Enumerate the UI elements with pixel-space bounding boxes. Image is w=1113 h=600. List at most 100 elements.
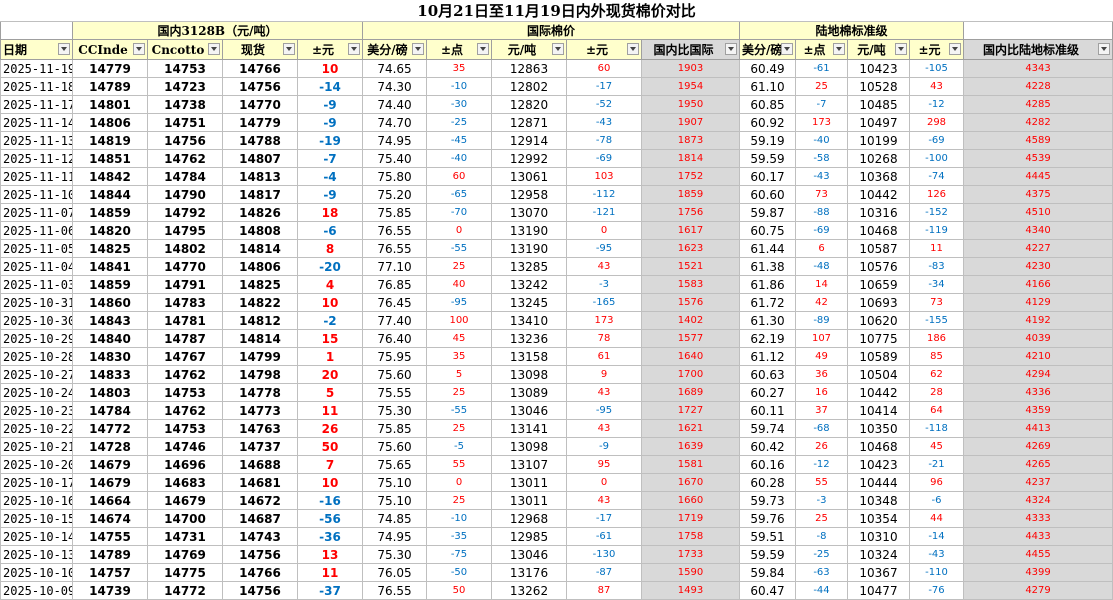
filter-dropdown-icon[interactable] (725, 43, 737, 55)
cell-date: 2025-11-14 (0, 113, 73, 132)
filter-dropdown-icon[interactable] (133, 43, 145, 55)
cell-cncotton: 14802 (147, 239, 223, 258)
cell-intl-change: 43 (566, 491, 642, 510)
cell-land-change: -21 (909, 455, 964, 474)
cell-spot-change: 15 (297, 329, 363, 348)
cell-land-yuan-ton: 10316 (847, 203, 910, 222)
cell-ccindex: 14755 (72, 527, 148, 546)
cell-intl-change: -87 (566, 563, 642, 582)
cell-date: 2025-11-03 (0, 275, 73, 294)
cell-land-yuan-ton: 10350 (847, 419, 910, 438)
cell-spot: 14688 (222, 455, 298, 474)
filter-dropdown-icon[interactable] (477, 43, 489, 55)
cell-land-change: 28 (909, 383, 964, 402)
cell-date: 2025-11-13 (0, 131, 73, 150)
cell-domestic-vs-intl: 1640 (641, 347, 740, 366)
cell-intl-points: 40 (426, 275, 492, 294)
cell-land-change: -105 (909, 59, 964, 78)
cell-domestic-vs-intl: 1756 (641, 203, 740, 222)
cell-land-points: 6 (795, 239, 848, 258)
cell-intl-points: 100 (426, 311, 492, 330)
filter-dropdown-icon[interactable] (1098, 43, 1111, 55)
cell-intl-yuan-ton: 13190 (491, 221, 567, 240)
cell-land-points: -69 (795, 221, 848, 240)
cell-land-points: -25 (795, 545, 848, 564)
filter-dropdown-icon[interactable] (412, 43, 424, 55)
cell-intl-yuan-ton: 13061 (491, 167, 567, 186)
cell-land-cents-lb: 60.92 (739, 113, 796, 132)
cell-land-change: 85 (909, 347, 964, 366)
cell-intl-cents-lb: 76.55 (362, 239, 427, 258)
filter-dropdown-icon[interactable] (895, 43, 907, 55)
cell-intl-cents-lb: 76.55 (362, 581, 427, 600)
header-cncotton: Cncotto (147, 39, 223, 60)
filter-dropdown-icon[interactable] (833, 43, 845, 55)
cell-intl-yuan-ton: 13158 (491, 347, 567, 366)
cell-land-change: 62 (909, 365, 964, 384)
cell-land-yuan-ton: 10368 (847, 167, 910, 186)
cell-intl-yuan-ton: 12863 (491, 59, 567, 78)
filter-dropdown-icon[interactable] (58, 43, 70, 55)
header-label: 国内比国际 (653, 43, 714, 57)
cell-intl-points: -70 (426, 203, 492, 222)
cell-spot: 14813 (222, 167, 298, 186)
cell-intl-points: 35 (426, 347, 492, 366)
cell-land-change: -69 (909, 131, 964, 150)
cell-land-points: -7 (795, 95, 848, 114)
cell-land-points: -12 (795, 455, 848, 474)
header-intl-cents-lb: 美分/磅 (362, 39, 427, 60)
cell-domestic-vs-intl: 1873 (641, 131, 740, 150)
cell-land-yuan-ton: 10497 (847, 113, 910, 132)
cell-intl-change: 43 (566, 419, 642, 438)
cell-land-points: 55 (795, 473, 848, 492)
cell-land-cents-lb: 59.87 (739, 203, 796, 222)
cell-intl-points: 0 (426, 473, 492, 492)
cell-intl-yuan-ton: 13046 (491, 401, 567, 420)
cell-intl-change: -9 (566, 437, 642, 456)
cell-land-change: 126 (909, 185, 964, 204)
filter-dropdown-icon[interactable] (552, 43, 564, 55)
cell-land-yuan-ton: 10468 (847, 221, 910, 240)
cell-land-cents-lb: 61.44 (739, 239, 796, 258)
filter-dropdown-icon[interactable] (208, 43, 220, 55)
filter-dropdown-icon[interactable] (627, 43, 639, 55)
cell-cncotton: 14762 (147, 149, 223, 168)
cell-domestic-vs-land: 4228 (962, 77, 1113, 96)
cell-land-change: -6 (909, 491, 964, 510)
cell-intl-cents-lb: 75.80 (362, 167, 427, 186)
cell-intl-cents-lb: 76.05 (362, 563, 427, 582)
cell-ccindex: 14841 (72, 257, 148, 276)
cell-intl-cents-lb: 74.95 (362, 131, 427, 150)
cell-land-change: -14 (909, 527, 964, 546)
cell-domestic-vs-intl: 1907 (641, 113, 740, 132)
cell-date: 2025-10-09 (0, 581, 73, 600)
cell-spot-change: 26 (297, 419, 363, 438)
cell-land-yuan-ton: 10504 (847, 365, 910, 384)
cell-land-change: -43 (909, 545, 964, 564)
cell-spot: 14687 (222, 509, 298, 528)
cell-land-change: -34 (909, 275, 964, 294)
cell-intl-yuan-ton: 13176 (491, 563, 567, 582)
cell-land-points: -43 (795, 167, 848, 186)
filter-dropdown-icon[interactable] (781, 43, 793, 55)
cell-cncotton: 14696 (147, 455, 223, 474)
cell-land-yuan-ton: 10423 (847, 59, 910, 78)
cell-land-points: -63 (795, 563, 848, 582)
cell-intl-points: 25 (426, 491, 492, 510)
filter-dropdown-icon[interactable] (348, 43, 360, 55)
cell-spot: 14766 (222, 59, 298, 78)
cell-land-change: -83 (909, 257, 964, 276)
cell-land-cents-lb: 60.28 (739, 473, 796, 492)
cell-intl-cents-lb: 75.85 (362, 203, 427, 222)
sheet-title: 10月21日至11月19日内外现货棉价对比 (0, 0, 1113, 22)
cell-land-change: -119 (909, 221, 964, 240)
cell-intl-yuan-ton: 13046 (491, 545, 567, 564)
cell-domestic-vs-intl: 1577 (641, 329, 740, 348)
filter-dropdown-icon[interactable] (283, 43, 295, 55)
cell-cncotton: 14783 (147, 293, 223, 312)
cell-domestic-vs-intl: 1576 (641, 293, 740, 312)
table-row: 2025-10-14 14755 14731 14743 -36 74.95 -35 1298… (0, 527, 1113, 546)
cell-spot-change: 11 (297, 401, 363, 420)
filter-dropdown-icon[interactable] (949, 43, 961, 55)
cell-cncotton: 14753 (147, 59, 223, 78)
